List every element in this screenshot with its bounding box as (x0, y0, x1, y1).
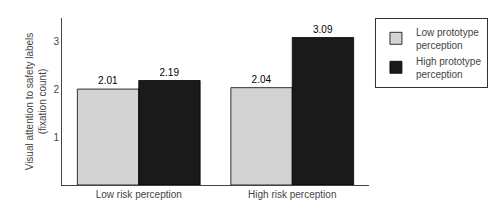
svg-text:2.01: 2.01 (98, 75, 118, 86)
svg-text:2.04: 2.04 (252, 74, 272, 85)
svg-text:2: 2 (53, 84, 59, 95)
svg-text:High risk perception: High risk perception (248, 189, 336, 200)
svg-text:Low risk perception: Low risk perception (96, 189, 182, 200)
svg-text:1: 1 (53, 132, 59, 143)
svg-text:High prototypeperception: High prototypeperception (416, 56, 481, 80)
svg-text:2.19: 2.19 (159, 67, 179, 78)
svg-text:Low prototypeperception: Low prototypeperception (416, 27, 479, 51)
svg-text:3: 3 (53, 36, 59, 47)
svg-text:Visual attention to safety lab: Visual attention to safety labels(fixati… (24, 33, 48, 171)
svg-text:3.09: 3.09 (313, 24, 333, 35)
